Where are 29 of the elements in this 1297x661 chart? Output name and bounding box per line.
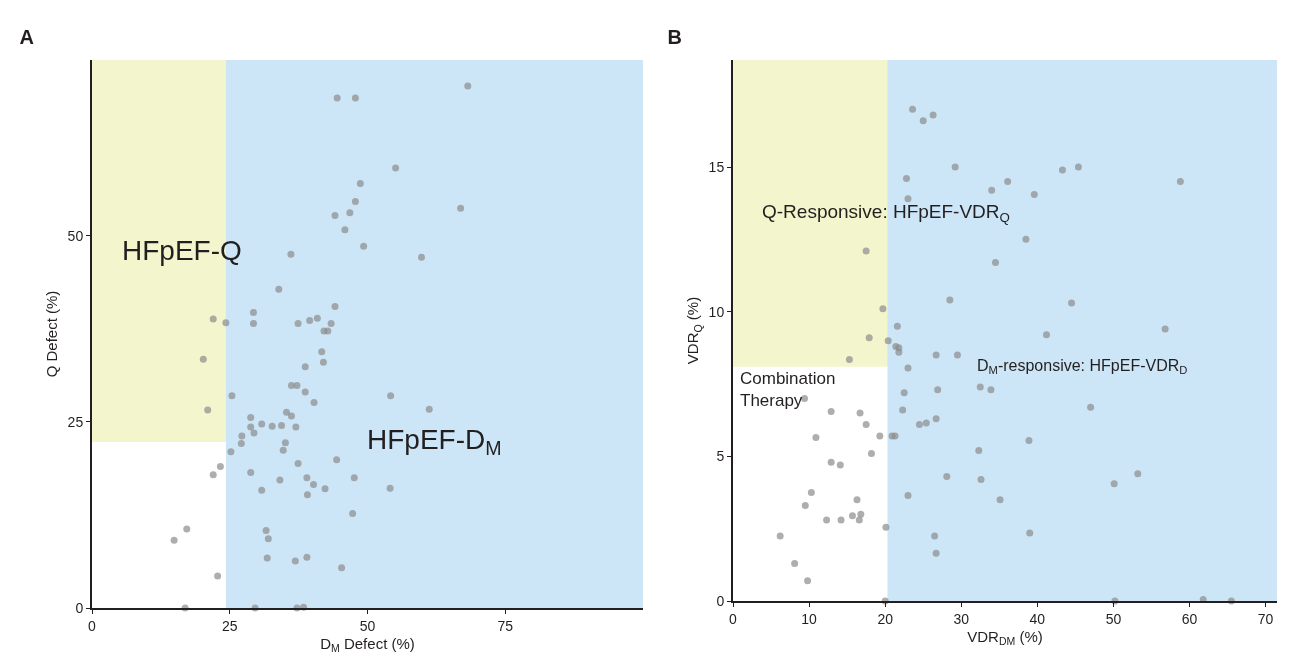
band-label: HFpEF-Q: [122, 235, 242, 266]
y-axis-title: Q Defect (%): [43, 290, 61, 378]
x-tick-label: 25: [221, 617, 238, 634]
x-tick-label: 20: [877, 610, 894, 627]
x-tick-label: 30: [953, 610, 970, 627]
y-tick-label: 0: [716, 592, 725, 609]
x-tick-label: 0: [88, 617, 97, 634]
chart-title: A: [19, 25, 34, 48]
x-tick-label: 50: [1105, 610, 1122, 627]
x-tick-label: 40: [1029, 610, 1046, 627]
x-tick-label: 70: [1257, 610, 1274, 627]
x-tick-label: 50: [359, 617, 376, 634]
y-tick-label: 0: [75, 599, 84, 616]
annotation: Combination Therapy: [740, 369, 836, 411]
y-tick-label: 10: [708, 303, 725, 320]
x-tick-label: 60: [1181, 610, 1198, 627]
band-label: D$_{M}$-responsive: HFpEF-VDR$_{D}$: [977, 357, 1188, 377]
x-tick-label: 0: [729, 610, 738, 627]
y-tick-label: 15: [708, 158, 725, 175]
chart-title: B: [667, 25, 682, 48]
y-tick-label: 50: [67, 227, 84, 244]
x-axis-title: VDR$_{DM}$ (%): [967, 628, 1043, 648]
y-tick-label: 25: [67, 413, 84, 430]
x-axis-title: D$_{M}$ Defect (%): [320, 635, 415, 655]
x-tick-label: 75: [497, 617, 514, 634]
band-label: Q-Responsive: HFpEF-VDR$_{Q}$: [762, 201, 1010, 225]
y-tick-label: 5: [716, 448, 725, 465]
x-tick-label: 10: [801, 610, 818, 627]
band-label: HFpEF-D$_{M}$: [367, 424, 502, 459]
